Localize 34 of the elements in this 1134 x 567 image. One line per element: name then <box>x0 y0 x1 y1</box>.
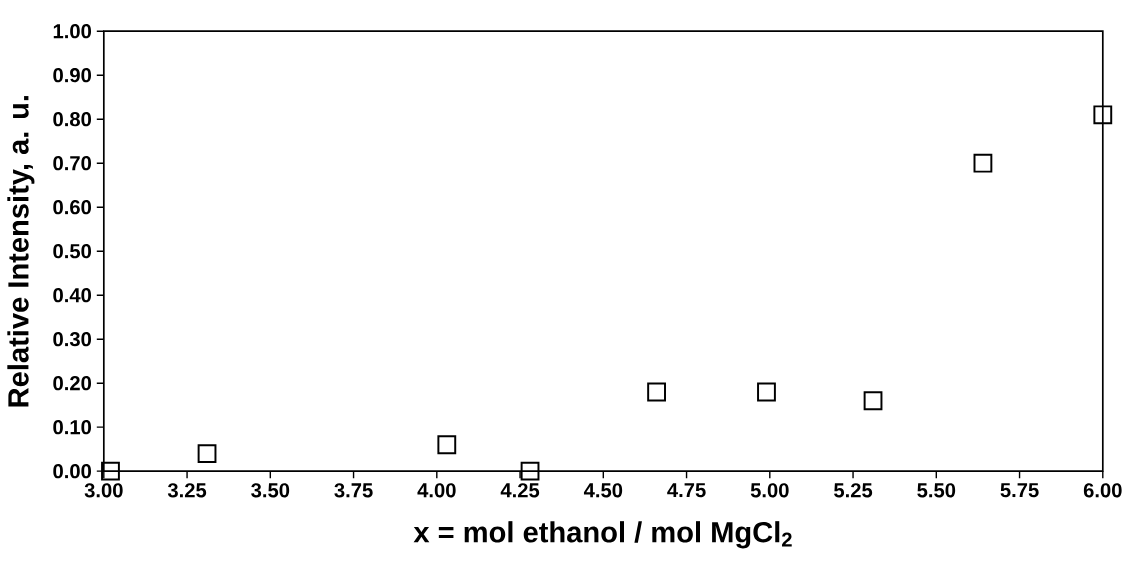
y-axis-title: Relative Intensity, a. u. <box>7 96 35 407</box>
y-tick-label: 0.90 <box>53 68 92 83</box>
x-tick-label: 3.00 <box>84 483 123 498</box>
point <box>437 435 457 455</box>
x-tick-label: 5.50 <box>917 483 956 498</box>
x-tick-label: 5.75 <box>1000 483 1039 498</box>
y-tick-label: 0.20 <box>53 376 92 391</box>
point <box>973 153 993 173</box>
point <box>757 382 776 402</box>
x-tick-label: 4.00 <box>417 483 456 498</box>
y-tick-label: 0.40 <box>53 288 92 303</box>
x-tick-label: 4.75 <box>667 483 706 498</box>
x-tick-label: 4.25 <box>500 483 540 498</box>
y-tick-label: 0.00 <box>53 464 92 479</box>
y-tick-label: 0.50 <box>53 244 92 259</box>
point <box>863 391 883 411</box>
point <box>1093 105 1113 125</box>
y-tick-label: 0.80 <box>53 112 92 127</box>
y-tick-label: 0.10 <box>53 420 92 435</box>
point <box>197 444 217 463</box>
x-tick-label: 5.00 <box>750 483 789 498</box>
x-tick-label: 5.25 <box>834 483 873 498</box>
point <box>647 382 666 402</box>
x-tick-label: 3.25 <box>167 483 207 498</box>
x-tick-label: 3.75 <box>334 483 373 498</box>
y-tick-label: 0.60 <box>53 200 92 215</box>
x-tick-label: 6.00 <box>1083 483 1122 498</box>
point <box>520 461 540 481</box>
y-tick-label: 0.70 <box>53 156 92 171</box>
y-tick-label: 0.30 <box>53 332 92 347</box>
x-tick-label: 3.50 <box>251 483 290 498</box>
x-axis-title: x = mol ethanol / mol MgCl$_{2}$ <box>413 521 792 549</box>
x-tick-label: 4.50 <box>583 483 623 498</box>
y-tick-label: 1.00 <box>53 24 92 39</box>
